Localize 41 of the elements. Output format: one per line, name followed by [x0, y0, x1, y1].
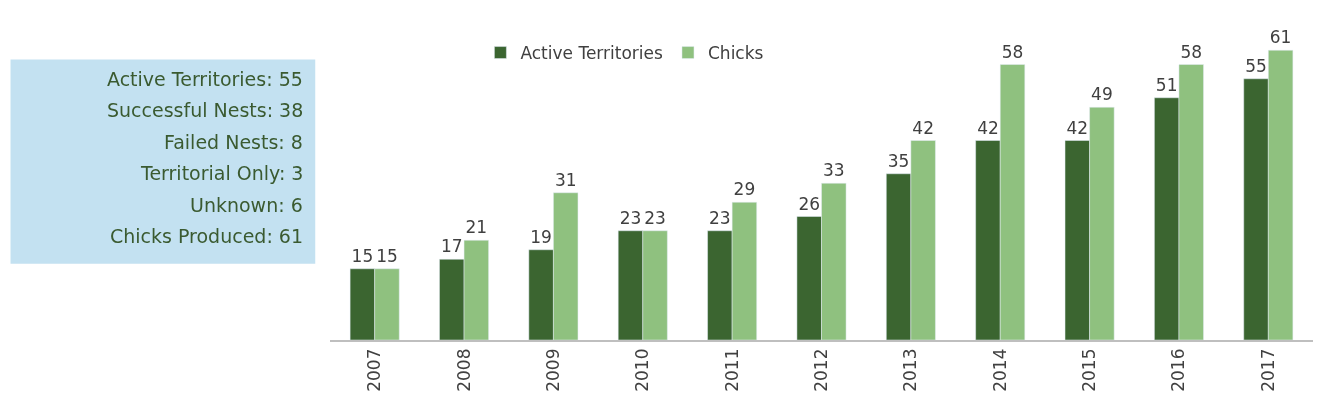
x-tick-label: 2015	[1079, 348, 1100, 392]
data-label: 17	[440, 236, 463, 257]
data-label: 55	[1245, 55, 1267, 76]
data-label: 31	[554, 169, 577, 190]
text: Unknown: 6	[190, 194, 303, 216]
x-tick-label: 2014	[989, 348, 1010, 392]
text: Successful Nests: 38	[107, 99, 304, 121]
data-label: 49	[1091, 84, 1113, 105]
data-label: 61	[1269, 27, 1292, 48]
data-label: 23	[619, 207, 642, 228]
x-tick-label: 2008	[453, 348, 474, 392]
data-label: 23	[709, 207, 731, 228]
data-label: 26	[798, 193, 821, 214]
data-label: 35	[887, 150, 910, 171]
text: Chicks Produced: 61	[110, 225, 304, 247]
text: Active Territories: 55	[107, 68, 303, 90]
data-label: 15	[376, 245, 398, 266]
x-tick-label: 2010	[632, 348, 653, 392]
text: Failed Nests: 8	[164, 131, 303, 153]
data-label: 58	[1001, 41, 1024, 62]
x-tick-label: 2007	[364, 348, 385, 392]
data-label: 29	[733, 179, 756, 200]
x-tick-label: 2016	[1168, 348, 1189, 392]
data-label: 33	[822, 160, 845, 181]
data-label: 51	[1155, 74, 1178, 95]
x-tick-label: 2009	[542, 348, 563, 392]
data-label: 23	[644, 207, 666, 228]
data-label: 42	[1066, 117, 1089, 138]
legend-label: Chicks	[707, 43, 764, 64]
data-label: 15	[351, 245, 374, 266]
data-label: 42	[977, 117, 999, 138]
x-tick-label: 2012	[811, 348, 832, 392]
data-label: 19	[530, 226, 552, 247]
data-label: 58	[1180, 41, 1203, 62]
data-label: 42	[912, 117, 934, 138]
data-label: 21	[465, 217, 488, 238]
text: Territorial Only: 3	[140, 162, 304, 184]
x-tick-label: 2017	[1257, 348, 1278, 392]
x-tick-label: 2013	[900, 348, 921, 392]
x-tick-label: 2011	[721, 348, 742, 392]
legend-label: Active Territories	[520, 43, 663, 64]
